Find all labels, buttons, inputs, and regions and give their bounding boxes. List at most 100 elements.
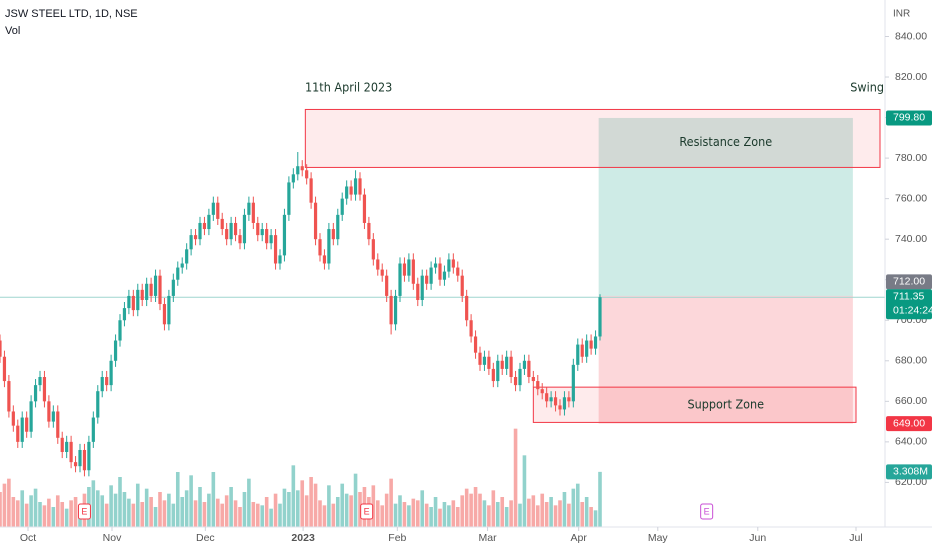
candle-body xyxy=(376,259,380,270)
candle-body xyxy=(309,178,313,203)
y-tick-label: 680.00 xyxy=(895,355,927,367)
candle-body xyxy=(185,249,189,264)
candle-body xyxy=(527,360,531,378)
candle-body xyxy=(287,182,291,215)
volume-bar xyxy=(540,493,545,527)
volume-label-box xyxy=(886,464,932,480)
candle-body xyxy=(136,289,140,311)
candle-body xyxy=(162,304,167,325)
volume-bar xyxy=(411,498,416,527)
price-label: 712.00 xyxy=(893,276,925,288)
candle-body xyxy=(531,377,535,382)
volume-bar xyxy=(287,492,291,527)
volume-bar xyxy=(353,473,358,527)
candle-body xyxy=(385,275,389,296)
candle-body xyxy=(193,235,198,240)
volume-bar xyxy=(407,505,411,527)
volume-bar xyxy=(380,505,385,527)
volume-bar xyxy=(104,503,109,527)
annotation: 11th April 2023 xyxy=(305,80,392,95)
volume-bar xyxy=(478,493,482,527)
volume-bar xyxy=(55,495,60,527)
candle-body xyxy=(353,178,358,195)
volume-bar xyxy=(509,500,513,527)
candle-body xyxy=(167,295,171,325)
volume-bar xyxy=(553,505,558,527)
candle-body xyxy=(536,381,540,390)
x-tick-label: May xyxy=(648,532,669,544)
candle-body xyxy=(465,295,469,321)
candle-body xyxy=(545,393,549,402)
candle-body xyxy=(371,239,375,260)
event-label: E xyxy=(704,506,710,516)
volume-bar xyxy=(215,498,220,527)
event-label: E xyxy=(364,506,370,516)
candle-body xyxy=(145,283,149,300)
candle-body xyxy=(198,222,202,240)
volume-bar xyxy=(0,492,2,527)
candle-body xyxy=(278,255,282,264)
candle-body xyxy=(367,222,371,240)
volume-bar xyxy=(264,497,269,527)
volume-bar xyxy=(318,500,322,527)
volume-bar xyxy=(398,495,402,527)
y-tick-label: 780.00 xyxy=(895,152,927,164)
volume-bar xyxy=(335,497,340,527)
candle-body xyxy=(260,229,264,236)
candle-body xyxy=(229,222,233,240)
volume-bar xyxy=(438,508,442,527)
candle-body xyxy=(73,462,78,467)
volume-bar xyxy=(500,497,505,527)
candle-body xyxy=(171,279,175,296)
volume-bar xyxy=(149,497,153,527)
candle-body xyxy=(451,259,455,268)
volume-bar xyxy=(238,507,242,527)
volume-bar xyxy=(7,478,11,527)
candle-body xyxy=(416,283,420,300)
candle-body xyxy=(207,214,211,230)
x-tick-label: 2023 xyxy=(291,532,315,544)
x-tick-label: Nov xyxy=(103,532,122,544)
volume-bar xyxy=(198,487,202,527)
candle-body xyxy=(558,405,562,410)
resistance-zone xyxy=(304,108,881,168)
stop-zone xyxy=(598,295,853,424)
volume-bar xyxy=(118,477,122,527)
x-tick-label: Jul xyxy=(849,532,862,544)
candle-body xyxy=(51,411,55,422)
candle-body xyxy=(82,449,87,471)
candle-body xyxy=(300,166,304,171)
candle-body xyxy=(336,214,340,240)
volume-bar xyxy=(2,483,7,527)
volume-bar xyxy=(393,503,398,527)
candle-body xyxy=(11,411,15,426)
candle-body xyxy=(265,229,269,244)
volume-bar xyxy=(375,500,380,527)
volume-bar xyxy=(202,502,207,527)
candle-body xyxy=(242,214,247,244)
volume-bar xyxy=(598,471,602,527)
candle-body xyxy=(225,229,229,240)
price-label: 649.00 xyxy=(893,417,925,429)
volume-bar xyxy=(135,483,140,527)
volume-bar xyxy=(349,495,353,527)
candle-body xyxy=(7,381,11,412)
volume-bar xyxy=(29,495,33,527)
candle-body xyxy=(598,297,602,337)
volume-bar xyxy=(42,505,47,527)
volume-bar xyxy=(429,507,433,527)
candle-body xyxy=(505,356,509,369)
candle-body xyxy=(518,368,522,386)
axes: 620.00640.00660.00680.00700.00720.00740.… xyxy=(20,30,932,544)
volume-bar xyxy=(482,500,487,527)
x-tick-label: Oct xyxy=(20,532,36,544)
y-tick-label: 840.00 xyxy=(895,30,927,42)
volume-bar xyxy=(38,502,42,527)
candle-body xyxy=(469,320,473,337)
candle-body xyxy=(47,401,51,422)
volume-label: 3.308M xyxy=(893,466,928,478)
volume-bar xyxy=(229,487,233,527)
candle-body xyxy=(442,271,447,280)
volume-bar xyxy=(69,500,73,527)
